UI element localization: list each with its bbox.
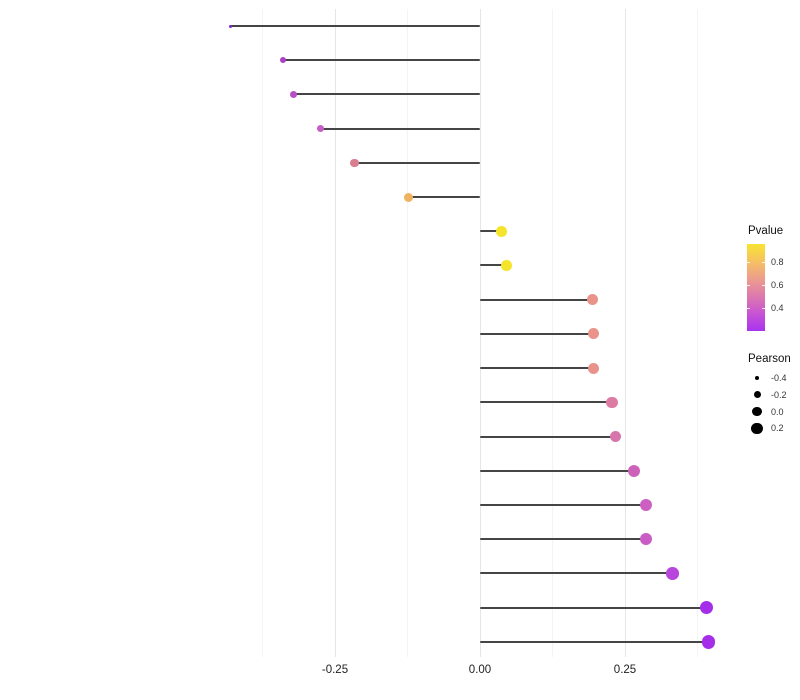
x-axis-tick-label: 0.00 [468,664,492,676]
stem-line [480,606,707,609]
data-point [587,362,599,374]
data-point [639,498,652,511]
pearson-size-dot [753,391,761,399]
stem-line [480,298,593,301]
pearson-legend-title: Pearson [748,353,791,365]
stem-line [480,640,709,643]
data-point [289,90,297,98]
major-gridline [624,9,626,657]
x-axis-tick-label: -0.25 [321,664,349,676]
pvalue-tick-mark [747,308,750,310]
stem-line [480,435,616,438]
pvalue-tick-label: 0.6 [771,279,784,290]
data-point [666,567,679,580]
minor-gridline [262,9,263,657]
stem-line [480,469,635,472]
minor-gridline [407,9,408,657]
minor-gridline [697,9,698,657]
pearson-size-dot [755,376,759,380]
pearson-size-label: -0.4 [771,373,787,383]
stem-line [480,503,646,506]
pearson-size-label: 0.2 [771,423,784,434]
stem-line [480,367,594,370]
stem-line [282,59,480,62]
pvalue-colorbar [747,244,765,331]
pvalue-tick-mark [762,284,765,286]
data-point [587,328,599,340]
pearson-size-dot [751,422,763,435]
pvalue-legend-title: Pvalue [748,225,784,237]
stem-line [320,127,480,130]
data-point [587,294,599,306]
x-axis-tick-label: 0.25 [613,664,637,676]
pvalue-tick-label: 0.4 [771,303,784,314]
pvalue-tick-mark [762,261,765,263]
data-point [609,430,622,443]
data-point [639,532,653,546]
stem-line [480,264,507,267]
pvalue-tick-mark [747,261,750,263]
stem-line [230,25,480,27]
pvalue-tick-label: 0.8 [771,256,784,267]
major-gridline [334,9,336,657]
data-point [350,158,359,168]
data-point [279,56,287,64]
data-point [501,260,512,271]
pearson-size-label: 0.0 [771,406,784,417]
stem-line [408,196,480,199]
data-point [316,124,325,133]
data-point [700,601,714,615]
data-point [403,192,413,202]
stem-line [480,230,502,233]
pvalue-tick-mark [747,284,750,286]
stem-line [480,538,646,541]
stem-line [354,161,480,164]
pearson-size-label: -0.2 [771,389,787,400]
stem-line [480,332,594,335]
data-point [606,396,618,409]
pvalue-tick-mark [762,308,765,310]
pearson-size-dot [752,406,762,417]
stem-line [480,401,613,404]
data-point [228,24,232,28]
data-point [628,464,641,477]
stem-line [293,93,480,96]
data-point [496,226,507,237]
data-point [701,635,716,649]
stem-line [480,572,673,575]
